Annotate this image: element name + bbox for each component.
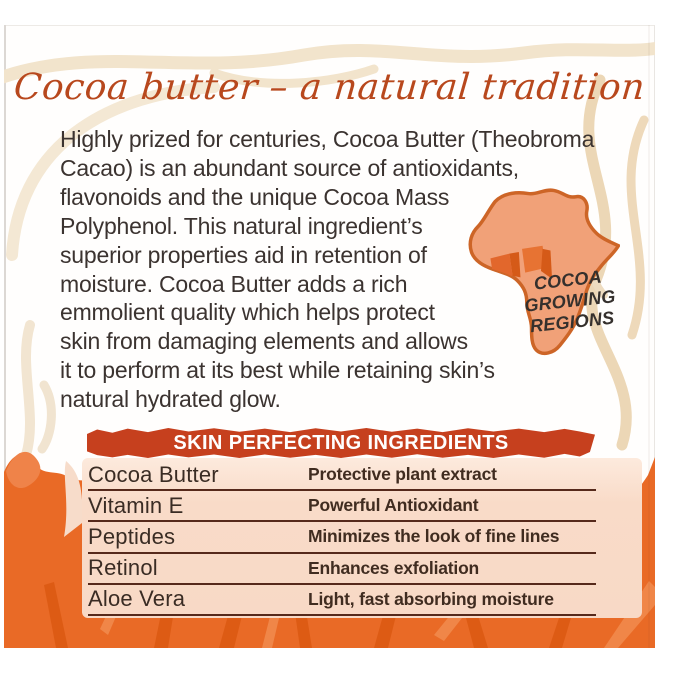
description-line: emmolient quality which helps protect xyxy=(60,299,435,326)
africa-map xyxy=(462,182,621,360)
description-line: Polyphenol. This natural ingredient’s xyxy=(60,212,423,239)
ingredients-table-header: SKIN PERFECTING INGREDIENTS xyxy=(87,427,595,459)
table-row: Vitamin E Powerful Antioxidant xyxy=(88,491,596,523)
ingredients-table: Cocoa Butter Protective plant extract Vi… xyxy=(88,460,596,616)
table-row: Peptides Minimizes the look of fine line… xyxy=(88,522,596,554)
ingredient-description: Protective plant extract xyxy=(308,464,497,485)
ingredients-table-background xyxy=(82,458,642,618)
table-row: Aloe Vera Light, fast absorbing moisture xyxy=(88,585,596,616)
package-crease xyxy=(648,25,650,648)
description-line: superior properties aid in retention of xyxy=(60,241,427,268)
description-line: Highly prized for centuries, Cocoa Butte… xyxy=(60,126,595,152)
cocoa-region-patches xyxy=(490,245,553,279)
description-line: it to perform at its best while retainin… xyxy=(60,357,495,384)
table-row: Cocoa Butter Protective plant extract xyxy=(88,460,596,492)
panel-title: Cocoa butter – a natural tradition xyxy=(12,67,647,108)
map-caption: COCOA GROWING REGIONS xyxy=(504,264,636,339)
ingredient-name: Cocoa Butter xyxy=(88,461,219,487)
ingredient-description: Light, fast absorbing moisture xyxy=(308,588,554,609)
ingredient-description: Minimizes the look of fine lines xyxy=(308,526,560,547)
table-row: Retinol Enhances exfoliation xyxy=(88,554,596,585)
ingredient-description: Enhances exfoliation xyxy=(308,557,480,578)
ingredient-description: Powerful Antioxidant xyxy=(308,495,479,516)
ingredient-name: Peptides xyxy=(88,523,176,549)
ingredient-name: Vitamin E xyxy=(88,492,184,518)
ingredient-name: Retinol xyxy=(88,555,158,581)
description-line: natural hydrated glow. xyxy=(60,386,281,413)
description-line: flavonoids and the unique Cocoa Mass xyxy=(60,183,450,210)
description-line: skin from damaging elements and allows xyxy=(60,328,468,355)
description-line: Cacao) is an abundant source of antioxid… xyxy=(60,154,519,181)
ingredient-name: Aloe Vera xyxy=(88,586,186,612)
product-back-panel: Cocoa butter – a natural tradition Highl… xyxy=(4,25,655,648)
description-line: moisture. Cocoa Butter adds a rich xyxy=(60,270,408,297)
description-paragraph: Highly prized for centuries, Cocoa Butte… xyxy=(60,125,594,414)
swirl-pattern xyxy=(4,41,655,460)
